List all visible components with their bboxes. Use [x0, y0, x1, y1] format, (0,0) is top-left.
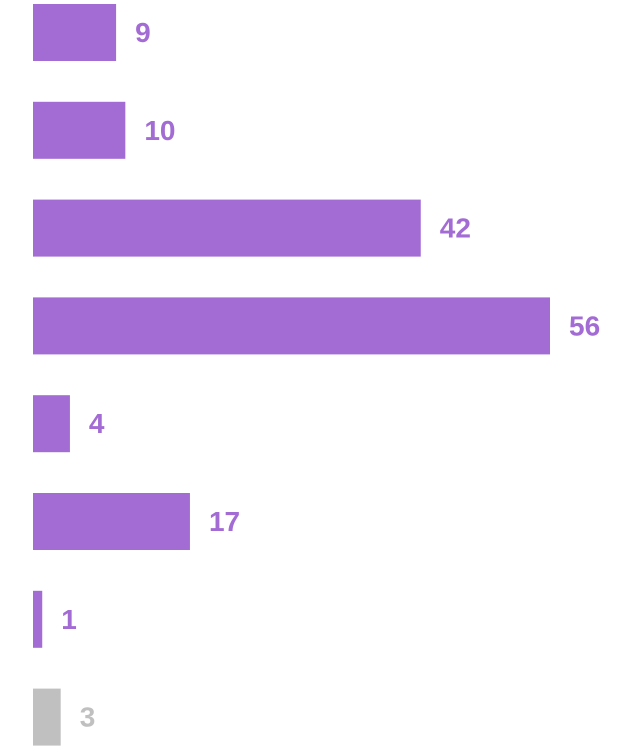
bar-value-label: 56	[569, 310, 600, 341]
bar-value-label: 3	[80, 702, 96, 733]
bar	[33, 493, 190, 550]
value-labels-group: 9 10 42 56 4 17 1 3	[61, 17, 600, 733]
bar-value-label: 1	[61, 604, 77, 635]
bar-value-label: 4	[89, 408, 105, 439]
bar	[33, 101, 126, 159]
bar	[33, 297, 550, 355]
bar	[33, 395, 70, 453]
bars-group	[33, 4, 550, 746]
bar-value-label: 42	[440, 213, 471, 244]
bar	[33, 4, 117, 61]
bar-value-label: 9	[135, 17, 151, 48]
bar-value-label: 10	[144, 115, 175, 146]
bar	[33, 590, 43, 648]
bar	[33, 199, 421, 257]
bar	[33, 688, 61, 746]
bar-value-label: 17	[209, 506, 240, 537]
